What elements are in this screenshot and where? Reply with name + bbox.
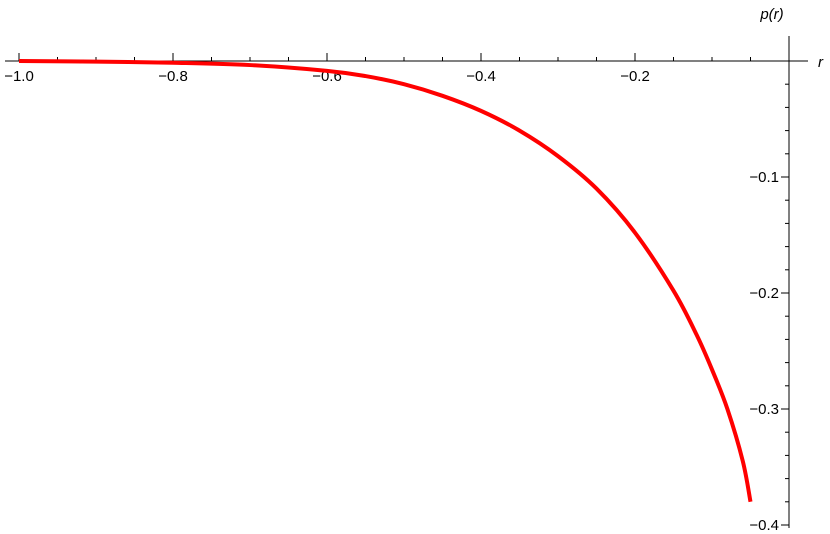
x-tick-label: −0.4 — [466, 68, 496, 85]
x-tick-label: −0.8 — [158, 68, 188, 85]
x-tick-label: −0.2 — [620, 68, 650, 85]
x-tick-label: −1.0 — [4, 68, 34, 85]
series-layer — [18, 59, 753, 503]
y-tick-label: −0.3 — [749, 401, 779, 418]
x-axis-label: r — [818, 54, 824, 71]
y-tick-label: −0.4 — [749, 517, 779, 534]
y-tick-label: −0.1 — [749, 169, 779, 186]
ticks — [18, 53, 789, 526]
series-line — [18, 59, 753, 503]
axes — [5, 36, 808, 528]
y-axis-label: p(r) — [759, 6, 783, 23]
tick-labels: −1.0 −0.8 −0.6 −0.4 −0.2−0.1−0.2−0.3−0.4 — [4, 68, 779, 534]
y-tick-label: −0.2 — [749, 285, 779, 302]
